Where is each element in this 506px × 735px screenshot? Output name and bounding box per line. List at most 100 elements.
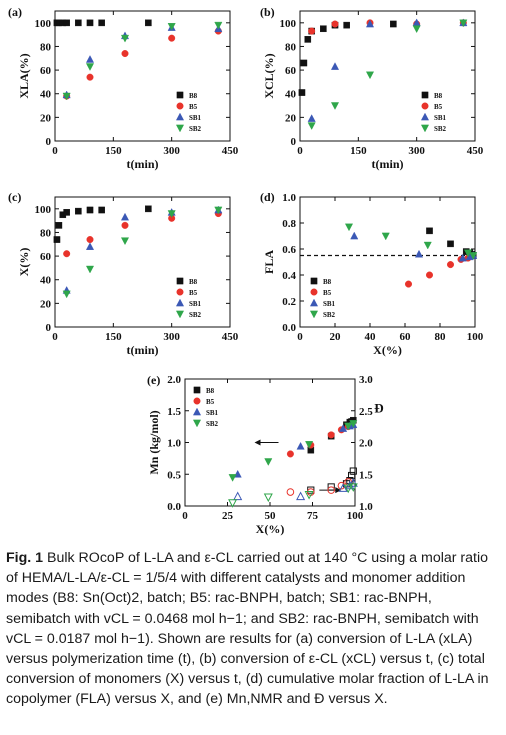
caption-label: Fig. 1 xyxy=(6,550,44,566)
y-tick-label: 40 xyxy=(40,275,52,287)
data-point-b8 xyxy=(343,21,350,29)
data-point-sb1 xyxy=(85,55,95,63)
data-point-b5 xyxy=(286,450,294,458)
x-tick-label: 300 xyxy=(163,145,180,157)
y-tick-label: 80 xyxy=(40,227,52,239)
data-point-b5 xyxy=(121,221,129,229)
data-point-b5 xyxy=(63,250,71,258)
y-tick-label: 0 xyxy=(291,136,297,148)
x-tick-label: 300 xyxy=(408,145,425,157)
legend-marker-b5 xyxy=(176,102,184,110)
y-tick-label: 0 xyxy=(46,322,52,334)
legend-label-b8: B8 xyxy=(323,278,332,286)
y2-tick-label: 3.0 xyxy=(359,374,373,386)
data-point-sb2 xyxy=(304,490,314,500)
y-axis-label: X(%) xyxy=(17,248,31,277)
legend-marker-sb2 xyxy=(175,124,185,133)
y-tick-label: 20 xyxy=(40,112,52,124)
data-point-sb1 xyxy=(296,491,306,501)
x-axis-label: X(%) xyxy=(373,343,402,357)
x-tick-label: 20 xyxy=(330,331,342,343)
legend-label-sb2: SB2 xyxy=(323,311,336,319)
data-point-sb2 xyxy=(365,71,375,80)
legend-marker-sb2 xyxy=(309,310,319,319)
legend-label-b5: B5 xyxy=(189,289,198,297)
legend-label-sb1: SB1 xyxy=(206,409,219,417)
data-point-b8 xyxy=(55,222,63,229)
legend-label-b8: B8 xyxy=(206,387,215,395)
legend-marker-b5 xyxy=(421,102,429,110)
data-point-sb1 xyxy=(338,483,348,492)
y-tick-label: 0.4 xyxy=(282,270,296,282)
data-point-sb2 xyxy=(85,63,95,71)
legend-label-sb2: SB2 xyxy=(189,311,202,319)
y-tick-label: 20 xyxy=(40,298,52,310)
data-point-sb2 xyxy=(85,265,95,274)
legend-label-b5: B5 xyxy=(323,289,332,297)
y-tick-label: 40 xyxy=(40,89,52,101)
x-tick-label: 25 xyxy=(222,510,234,522)
data-point-b5 xyxy=(331,20,339,28)
data-point-sb2 xyxy=(305,441,314,449)
data-point-sb1 xyxy=(365,19,375,28)
data-point-sb2 xyxy=(423,241,432,250)
x-tick-label: 50 xyxy=(265,510,277,522)
data-point-sb2 xyxy=(469,252,478,260)
data-point-b8 xyxy=(63,19,70,27)
x-axis-label: t(min) xyxy=(127,157,159,171)
legend-label-b5: B5 xyxy=(434,103,443,111)
data-point-sb2 xyxy=(62,92,71,101)
panel-b: 0 150 300 450 0 20 40 60 80 100 (b) t(min) XCL(%) B8 B… xyxy=(260,5,484,171)
x-tick-label: 300 xyxy=(163,331,180,343)
data-point-b5 xyxy=(447,261,455,269)
x-tick-label: 0 xyxy=(52,145,58,157)
panel-a: 0 150 300 450 0 20 40 60 80 100 (a) t(min) XLA(%) B8 B… xyxy=(8,5,239,171)
data-point-b5 xyxy=(86,236,94,244)
legend-marker-b8 xyxy=(193,386,201,394)
data-point-sb2 xyxy=(349,420,358,428)
x-tick-label: 80 xyxy=(435,331,447,343)
y-tick-label: 1.5 xyxy=(167,406,181,418)
panel-label: (a) xyxy=(8,5,22,19)
x-tick-label: 0 xyxy=(182,510,188,522)
y-tick-label: 80 xyxy=(285,41,297,53)
y-tick-label: 1.0 xyxy=(282,192,296,204)
x-tick-label: 40 xyxy=(365,331,377,343)
legend-marker-b5 xyxy=(176,288,184,296)
x-tick-label: 150 xyxy=(105,145,122,157)
data-point-sb2 xyxy=(459,19,468,28)
data-point-b8 xyxy=(98,206,105,214)
data-point-b5 xyxy=(405,280,413,288)
y-tick-label: 100 xyxy=(280,18,297,30)
y2-axis-label: Đ xyxy=(374,401,383,416)
legend-marker-sb2 xyxy=(420,124,430,133)
x-tick-label: 100 xyxy=(347,510,364,522)
y-tick-label: 100 xyxy=(35,18,52,30)
data-point-sb1 xyxy=(348,478,358,487)
legend-label-b8: B8 xyxy=(189,92,198,100)
y-tick-label: 0.5 xyxy=(167,469,181,481)
y-tick-label: 1.0 xyxy=(167,438,181,450)
legend-label-sb2: SB2 xyxy=(189,125,202,133)
data-point-sb2 xyxy=(344,223,354,232)
x-tick-label: 0 xyxy=(52,331,58,343)
legend-label-sb1: SB1 xyxy=(323,300,336,308)
data-point-sb1 xyxy=(339,424,348,432)
data-point-sb1 xyxy=(414,249,424,258)
data-point-b8 xyxy=(75,207,82,215)
legend-label-sb2: SB2 xyxy=(434,125,447,133)
data-point-sb2 xyxy=(330,102,340,110)
y-tick-label: 2.0 xyxy=(167,374,181,386)
data-point-b8 xyxy=(320,25,327,33)
data-point-sb1 xyxy=(330,62,340,70)
data-point-b5 xyxy=(426,271,434,279)
y-tick-label: 40 xyxy=(285,89,297,101)
plot-frame xyxy=(54,10,231,142)
left-axis-arrowhead xyxy=(254,439,261,446)
data-point-sb1 xyxy=(296,441,305,450)
data-point-b5 xyxy=(327,431,335,439)
y-tick-label: 0.0 xyxy=(167,501,181,513)
y-tick-label: 60 xyxy=(285,65,297,77)
x-tick-label: 450 xyxy=(467,145,484,157)
data-point-sb1 xyxy=(458,253,467,262)
